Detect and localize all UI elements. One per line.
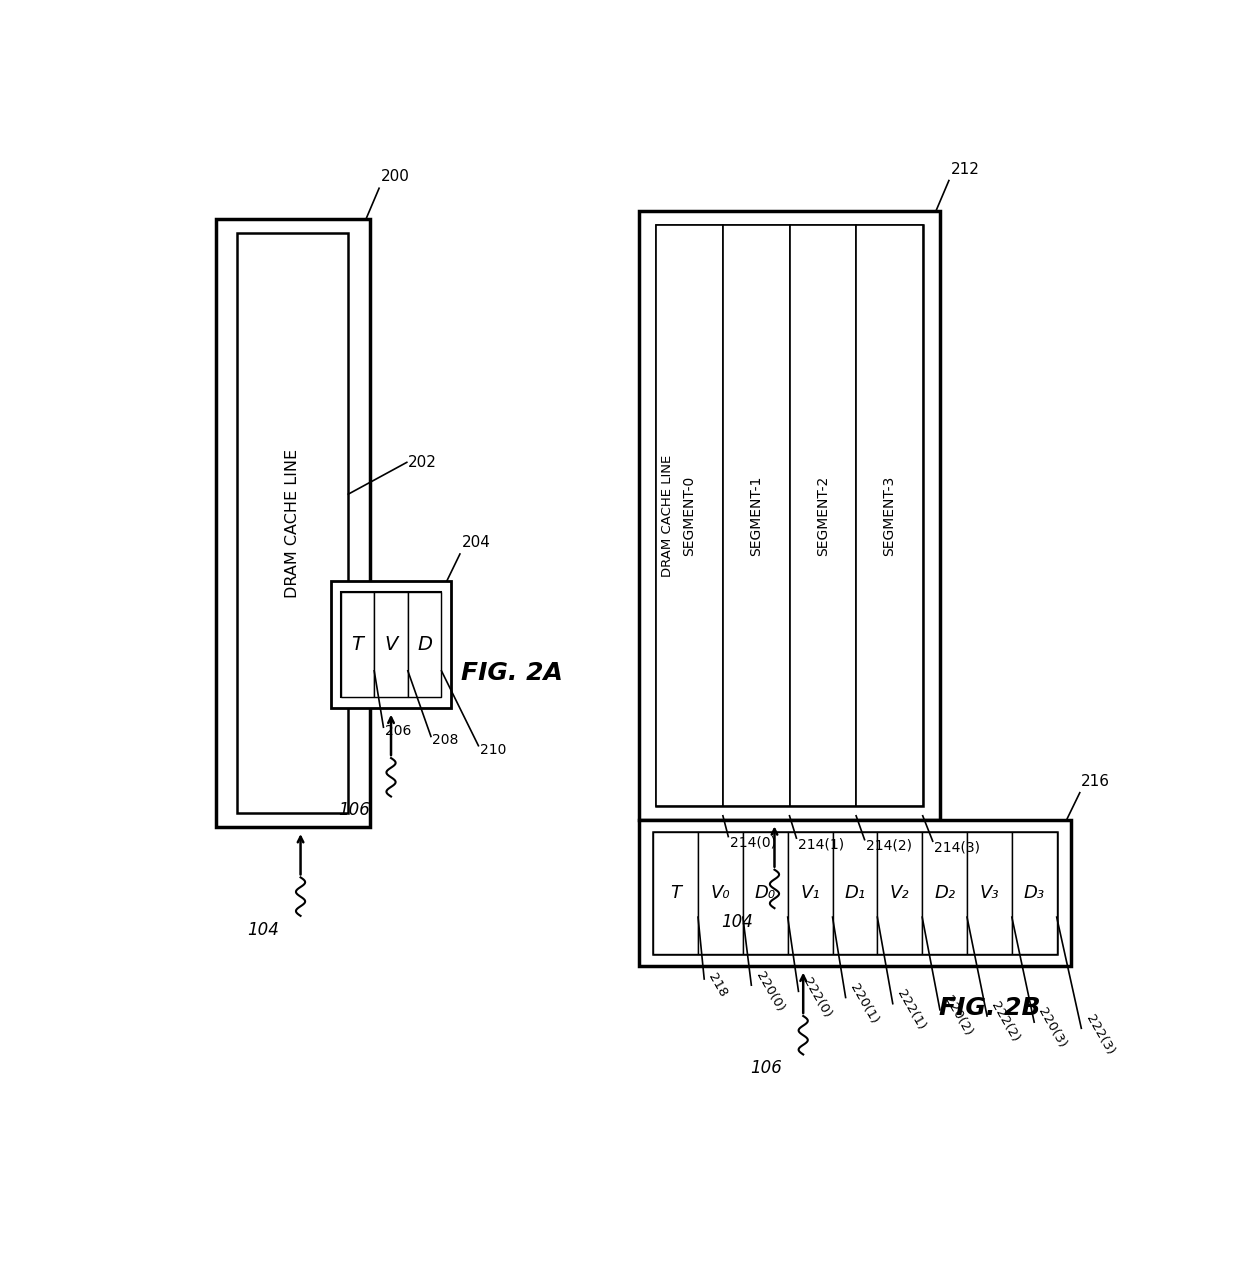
Bar xyxy=(967,832,1012,954)
Bar xyxy=(640,212,940,820)
Text: 212: 212 xyxy=(950,162,980,176)
Bar xyxy=(1012,832,1056,954)
Text: 104: 104 xyxy=(722,914,754,931)
Bar xyxy=(216,219,370,827)
Text: 214(1): 214(1) xyxy=(799,837,844,851)
Text: SEGMENT-1: SEGMENT-1 xyxy=(749,475,763,556)
Text: FIG. 2B: FIG. 2B xyxy=(939,996,1040,1020)
Text: T: T xyxy=(351,635,363,654)
Bar xyxy=(787,832,832,954)
Bar xyxy=(653,832,1056,954)
Text: 216: 216 xyxy=(1081,774,1110,789)
Text: D₃: D₃ xyxy=(1024,884,1045,902)
Text: D: D xyxy=(417,635,433,654)
Text: 214(3): 214(3) xyxy=(934,840,981,854)
Bar xyxy=(331,582,450,708)
Text: 202: 202 xyxy=(408,455,438,470)
Text: SEGMENT-0: SEGMENT-0 xyxy=(682,475,697,556)
Bar xyxy=(237,233,348,813)
Text: 104: 104 xyxy=(248,921,279,939)
Text: 208: 208 xyxy=(433,734,459,748)
Text: 214(0): 214(0) xyxy=(730,836,776,850)
Text: 204: 204 xyxy=(461,535,490,550)
Text: V₁: V₁ xyxy=(800,884,820,902)
Bar xyxy=(656,226,923,806)
Text: 222(1): 222(1) xyxy=(894,987,928,1033)
Text: 218: 218 xyxy=(706,971,729,1000)
Text: 222(0): 222(0) xyxy=(800,976,833,1020)
Text: 220(1): 220(1) xyxy=(847,982,880,1026)
Text: T: T xyxy=(670,884,681,902)
Text: DRAM CACHE LINE: DRAM CACHE LINE xyxy=(661,455,675,576)
Text: 106: 106 xyxy=(339,802,370,820)
Bar xyxy=(723,226,790,806)
Text: V₃: V₃ xyxy=(980,884,999,902)
Text: SEGMENT-2: SEGMENT-2 xyxy=(816,475,830,556)
Text: V: V xyxy=(384,635,398,654)
Text: 106: 106 xyxy=(750,1059,782,1077)
Bar xyxy=(856,226,923,806)
Text: D₁: D₁ xyxy=(844,884,866,902)
Text: D₀: D₀ xyxy=(755,884,776,902)
Text: 200: 200 xyxy=(381,170,409,185)
Text: FIG. 2A: FIG. 2A xyxy=(461,661,563,685)
Bar xyxy=(656,226,723,806)
Text: 222(2): 222(2) xyxy=(988,1000,1022,1044)
Bar xyxy=(408,592,441,697)
Bar xyxy=(832,832,878,954)
Text: 210: 210 xyxy=(480,742,506,756)
Text: DRAM CACHE LINE: DRAM CACHE LINE xyxy=(285,449,300,598)
Bar xyxy=(653,832,698,954)
Bar xyxy=(790,226,856,806)
Bar xyxy=(923,832,967,954)
Bar xyxy=(640,820,1070,965)
Bar xyxy=(743,832,787,954)
Text: 206: 206 xyxy=(384,723,412,739)
Text: V₂: V₂ xyxy=(890,884,910,902)
Text: 222(3): 222(3) xyxy=(1083,1012,1116,1057)
Text: 214(2): 214(2) xyxy=(866,839,913,853)
Bar xyxy=(374,592,408,697)
Text: SEGMENT-3: SEGMENT-3 xyxy=(883,475,897,556)
Text: D₂: D₂ xyxy=(934,884,955,902)
Text: V₀: V₀ xyxy=(711,884,730,902)
Bar xyxy=(878,832,923,954)
Bar xyxy=(341,592,441,697)
Text: 220(3): 220(3) xyxy=(1035,1006,1069,1050)
Bar xyxy=(698,832,743,954)
Bar xyxy=(341,592,374,697)
Text: 220(2): 220(2) xyxy=(941,993,975,1039)
Text: 220(0): 220(0) xyxy=(753,969,786,1014)
